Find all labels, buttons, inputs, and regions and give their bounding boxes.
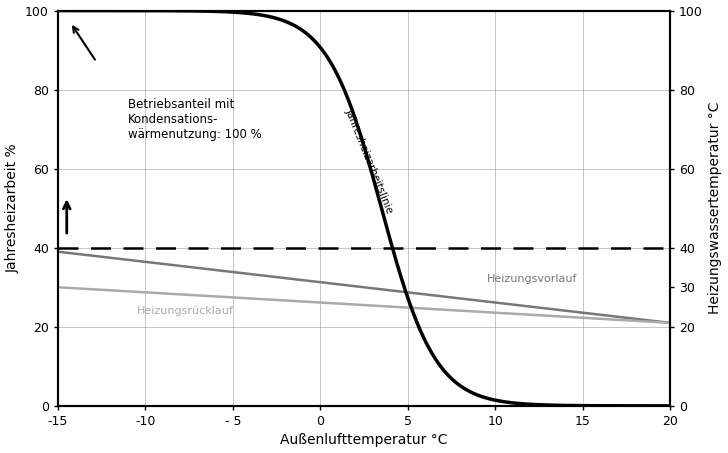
X-axis label: Außenlufttemperatur °C: Außenlufttemperatur °C (280, 434, 448, 448)
Text: Jahresheizarbeitslinie: Jahresheizarbeitslinie (344, 107, 395, 215)
Y-axis label: Jahresheizarbeit %: Jahresheizarbeit % (6, 144, 20, 273)
Text: Betriebsanteil mit
Kondensations-
wärmenutzung: 100 %: Betriebsanteil mit Kondensations- wärmen… (128, 97, 261, 140)
Text: Heizungsvorlauf: Heizungsvorlauf (486, 275, 577, 284)
Text: Heizungsrücklauf: Heizungsrücklauf (137, 306, 234, 316)
Y-axis label: Heizungswassertemperatur °C: Heizungswassertemperatur °C (708, 102, 722, 314)
